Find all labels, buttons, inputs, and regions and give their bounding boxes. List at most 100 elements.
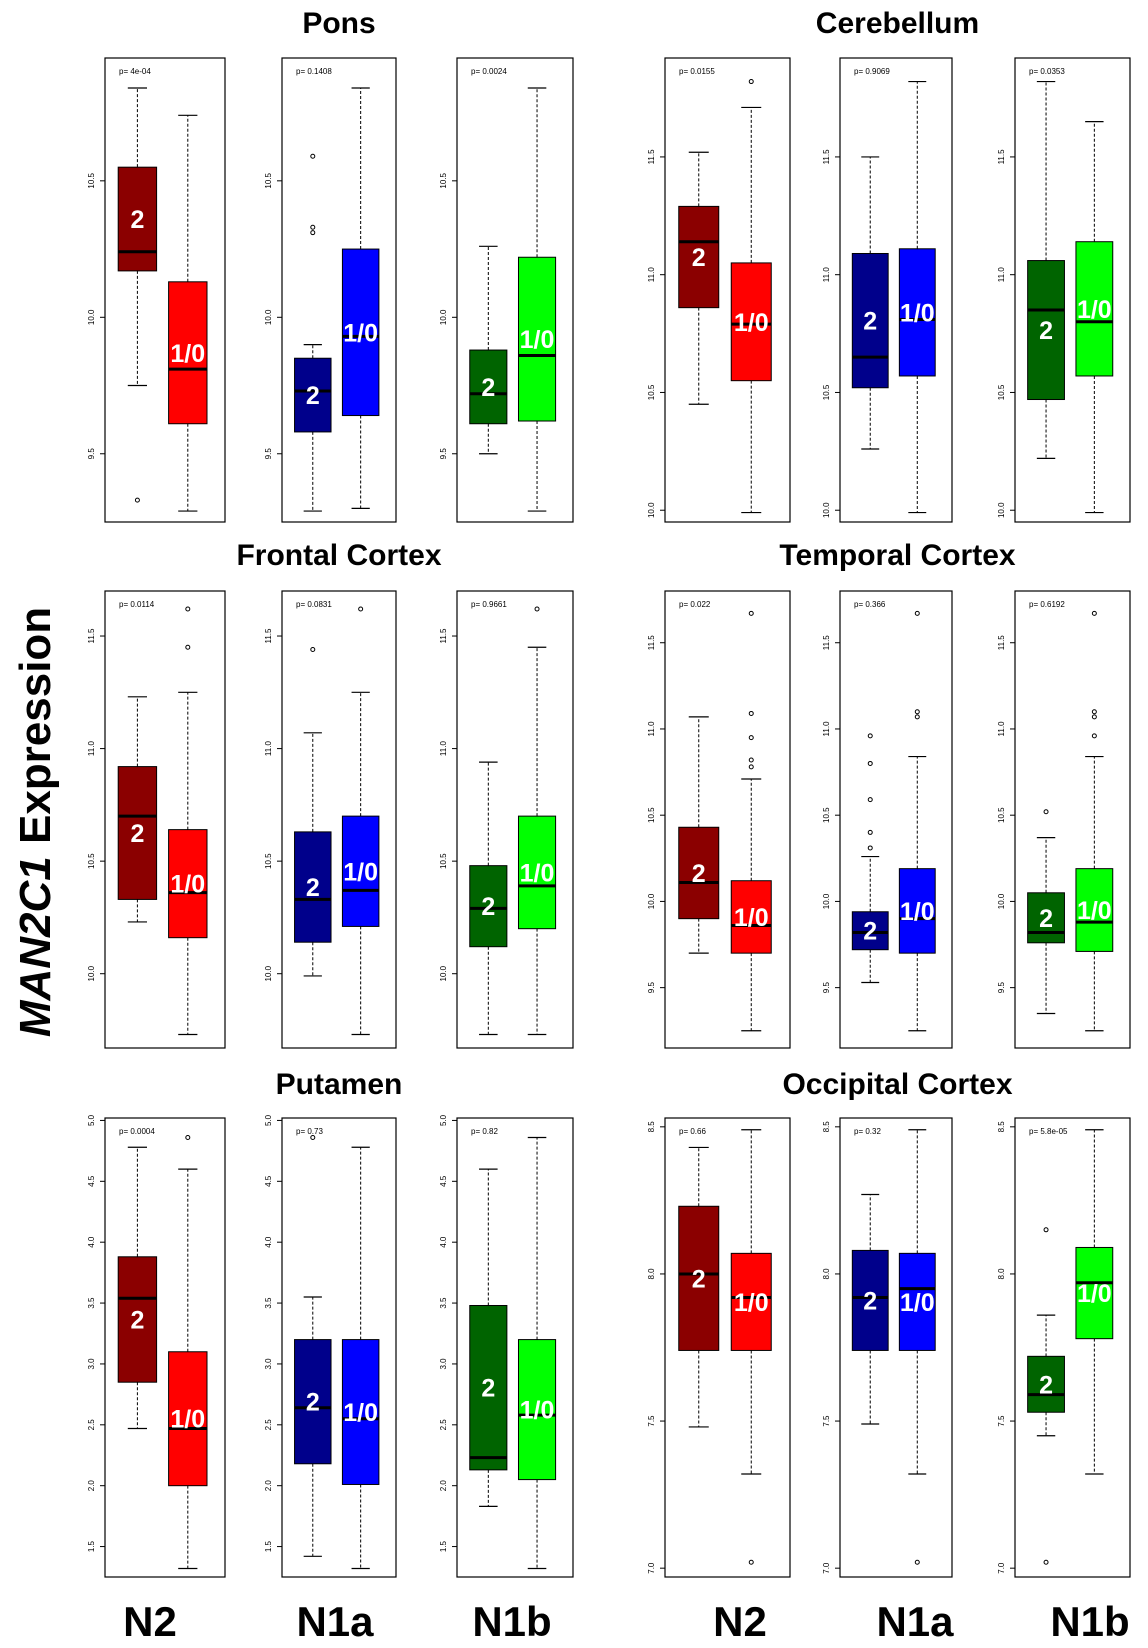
- y-tick-label: 3.5: [439, 1297, 448, 1309]
- chart-temporal-cortex: Temporal Cortex 9.5 10.0 10.5 11.0 11.5 p= 0.0…: [647, 539, 1130, 1048]
- y-tick-label: 11.5: [822, 149, 831, 165]
- group-label: 2: [692, 1265, 706, 1293]
- outlier-point: [535, 607, 539, 611]
- p-value: p= 0.6192: [1029, 600, 1065, 609]
- y-tick-label: 5.0: [87, 1114, 96, 1126]
- group-label: 1/0: [343, 1399, 378, 1427]
- y-tick-label: 11.0: [997, 721, 1006, 737]
- box-n1b-group-1-0: 1/0: [1076, 611, 1113, 1030]
- outlier-point: [186, 1135, 190, 1139]
- group-label: 1/0: [900, 299, 935, 327]
- y-tick-label: 4.5: [264, 1175, 273, 1187]
- box-n2-group-2: 2: [118, 1147, 156, 1428]
- box-n1b-group-2: 2: [1028, 82, 1065, 459]
- group-label: 1/0: [1077, 296, 1112, 324]
- y-tick-label: 8.0: [647, 1268, 656, 1280]
- group-label: 2: [130, 206, 144, 234]
- x-label-n1b: N1b: [1050, 1598, 1129, 1645]
- panel-cerebellum-n1b: 10.010.511.011.5p= 0.035321/0: [997, 58, 1130, 522]
- y-tick-label: 10.0: [822, 502, 831, 518]
- box-n1b-group-2: 2: [1028, 1228, 1065, 1564]
- y-tick-label: 10.5: [647, 384, 656, 400]
- y-tick-label: 11.5: [647, 635, 656, 651]
- gene-name: MAN2C1: [11, 856, 60, 1037]
- plot-frame: [1015, 1118, 1130, 1577]
- box-n2-group-1-0: 1/0: [169, 115, 207, 511]
- y-tick-label: 11.5: [87, 628, 96, 644]
- outlier-point: [311, 231, 315, 235]
- y-tick-label: 3.0: [87, 1358, 96, 1370]
- p-value: p= 0.0155: [679, 67, 715, 76]
- y-axis-title: MAN2C1 Expression: [11, 607, 60, 1037]
- group-label: 2: [692, 860, 706, 888]
- box-n1a-group-2: 2: [852, 734, 888, 983]
- box-n1b-group-2: 2: [470, 762, 507, 1034]
- y-tick-label: 11.0: [647, 721, 656, 737]
- y-tick-label: 10.0: [87, 965, 96, 981]
- p-value: p= 0.66: [679, 1127, 706, 1136]
- panel-putamen-n1b: 1.52.02.53.03.54.04.55.0p= 0.8221/0: [439, 1114, 573, 1577]
- group-label: 1/0: [1077, 897, 1112, 925]
- y-tick-label: 11.5: [997, 635, 1006, 651]
- y-tick-label: 10.0: [997, 502, 1006, 518]
- x-label-n2: N2: [713, 1598, 767, 1645]
- p-value: p= 0.32: [854, 1127, 881, 1136]
- outlier-point: [868, 761, 872, 765]
- box-n1a-group-2: 2: [295, 154, 331, 511]
- chart-cerebellum: Cerebellum10.010.511.011.5p= 0.015521/01…: [647, 7, 1130, 522]
- chart-putamen: Putamen1.52.02.53.03.54.04.55.0p= 0.0004…: [87, 1068, 573, 1577]
- box-n2-group-2: 2: [679, 152, 719, 404]
- group-label: 1/0: [170, 871, 205, 899]
- outlier-point: [749, 758, 753, 762]
- outlier-point: [749, 80, 753, 84]
- box-n1b-group-1-0: 1/0: [518, 1137, 555, 1568]
- outlier-point: [1044, 810, 1048, 814]
- y-tick-label: 7.5: [997, 1415, 1006, 1427]
- y-tick-label: 11.5: [822, 635, 831, 651]
- group-label: 1/0: [343, 319, 378, 347]
- group-label: 2: [1039, 905, 1053, 933]
- y-tick-label: 11.5: [264, 628, 273, 644]
- y-tick-label: 11.0: [647, 267, 656, 283]
- box-n2-group-1-0: 1/0: [731, 611, 771, 1030]
- x-label-n1b: N1b: [472, 1598, 551, 1645]
- y-tick-label: 9.5: [264, 448, 273, 460]
- outlier-point: [868, 798, 872, 802]
- y-tick-label: 8.0: [822, 1268, 831, 1280]
- y-tick-label: 11.0: [822, 721, 831, 737]
- box-n1b-group-1-0: 1/0: [1076, 122, 1113, 513]
- p-value: p= 4e-04: [119, 67, 151, 76]
- y-tick-label: 7.5: [647, 1415, 656, 1427]
- group-label: 1/0: [170, 340, 205, 368]
- p-value: p= 5.8e-05: [1029, 1127, 1068, 1136]
- panel-pons-n1b: 9.5 10.0 10.5 p= 0.0024 2 1/0: [439, 58, 573, 522]
- outlier-point: [186, 645, 190, 649]
- y-tick-label: 9.5: [439, 448, 448, 460]
- y-tick-label: 10.0: [647, 893, 656, 909]
- group-label: 2: [481, 893, 495, 921]
- y-tick-label: 7.5: [822, 1415, 831, 1427]
- y-tick-label: 9.5: [87, 448, 96, 460]
- group-label: 2: [481, 374, 495, 402]
- y-tick-label: 10.0: [87, 309, 96, 325]
- y-tick-label: 7.0: [822, 1562, 831, 1574]
- y-tick-label: 3.5: [87, 1297, 96, 1309]
- y-tick-label: 1.5: [439, 1540, 448, 1552]
- y-tick-label: 11.5: [997, 149, 1006, 165]
- panel-temporal-cortex-n1a: 9.510.010.511.011.5p= 0.36621/0: [822, 591, 952, 1048]
- y-tick-label: 2.0: [439, 1480, 448, 1492]
- group-label: 1/0: [343, 858, 378, 886]
- y-tick-label: 9.5: [822, 982, 831, 994]
- outlier-point: [915, 611, 919, 615]
- group-label: 1/0: [170, 1406, 205, 1434]
- group-label: 2: [1039, 1371, 1053, 1399]
- box-n2-group-2: 2: [118, 88, 156, 502]
- panel-occipital-cortex-n1b: 7.0 7.5 8.0 8.5 p= 5.8e-05 2 1/0: [997, 1118, 1130, 1577]
- outlier-point: [915, 1560, 919, 1564]
- p-value: p= 0.0831: [296, 600, 332, 609]
- panel-cerebellum-n2: 10.0 10.5 11.0 11.5 p= 0.0155 2 1/0: [647, 58, 790, 522]
- box-n1a-group-2: 2: [295, 648, 331, 976]
- group-label: 2: [481, 1375, 495, 1403]
- outlier-point: [1044, 1228, 1048, 1232]
- outlier-point: [868, 846, 872, 850]
